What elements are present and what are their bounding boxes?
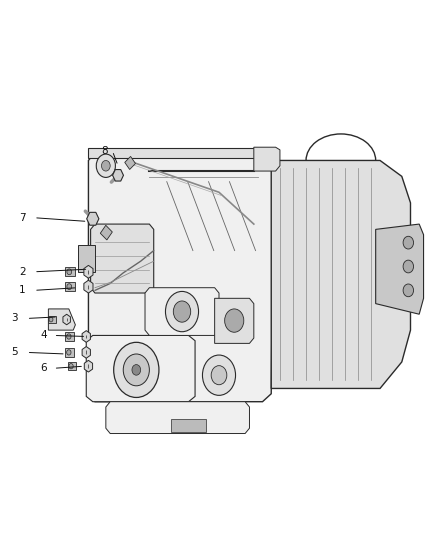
Circle shape [102,160,110,171]
Circle shape [403,236,413,249]
Circle shape [114,342,159,398]
Circle shape [225,309,244,332]
Polygon shape [100,225,112,240]
Polygon shape [113,169,124,181]
Polygon shape [106,402,250,433]
Circle shape [211,366,227,385]
Polygon shape [82,346,90,358]
Circle shape [202,355,236,395]
Circle shape [67,350,71,355]
Polygon shape [84,280,93,293]
Polygon shape [376,224,424,314]
Text: 5: 5 [11,348,18,358]
Text: 3: 3 [11,313,18,324]
Polygon shape [82,330,90,342]
Text: 6: 6 [41,364,47,373]
Circle shape [403,284,413,297]
Polygon shape [254,147,280,171]
Circle shape [132,365,141,375]
Polygon shape [84,360,92,372]
Polygon shape [63,314,71,325]
Polygon shape [78,245,95,272]
Polygon shape [91,224,154,293]
Circle shape [403,260,413,273]
Text: 4: 4 [41,330,47,341]
Polygon shape [86,335,195,402]
Circle shape [123,354,149,386]
Text: 7: 7 [19,213,25,223]
Polygon shape [88,152,273,402]
Polygon shape [145,288,219,335]
Polygon shape [215,298,254,343]
Circle shape [173,301,191,322]
Circle shape [67,334,71,339]
Polygon shape [48,316,56,324]
Bar [88,148,273,158]
Circle shape [96,154,116,177]
Text: 8: 8 [102,146,108,156]
Circle shape [69,364,73,369]
Polygon shape [271,160,410,389]
Circle shape [49,317,53,322]
Circle shape [67,269,72,274]
Text: 1: 1 [19,285,25,295]
Polygon shape [65,332,74,341]
Polygon shape [65,282,75,292]
Polygon shape [84,265,93,278]
Polygon shape [87,212,99,225]
Polygon shape [48,309,75,330]
Text: 2: 2 [19,267,25,277]
Circle shape [67,284,72,289]
Circle shape [166,292,198,332]
Polygon shape [67,362,76,370]
Polygon shape [65,267,75,277]
Polygon shape [125,156,135,169]
Polygon shape [65,348,74,357]
Bar [171,419,206,432]
